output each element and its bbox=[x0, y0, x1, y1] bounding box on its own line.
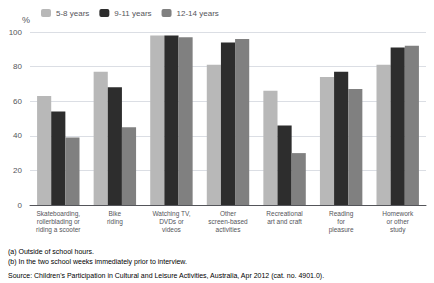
svg-text:screen-based: screen-based bbox=[208, 218, 248, 225]
svg-text:80: 80 bbox=[13, 62, 22, 71]
svg-text:20: 20 bbox=[13, 166, 22, 175]
svg-text:activities: activities bbox=[216, 226, 242, 233]
svg-text:art and craft: art and craft bbox=[267, 218, 302, 225]
svg-text:rollerblading or: rollerblading or bbox=[37, 218, 81, 226]
svg-text:Reading: Reading bbox=[329, 210, 354, 218]
svg-text:9-11 years: 9-11 years bbox=[114, 9, 151, 18]
svg-text:riding a scooter: riding a scooter bbox=[36, 226, 81, 234]
svg-text:12-14 years: 12-14 years bbox=[177, 9, 219, 18]
svg-text:100: 100 bbox=[9, 28, 23, 37]
svg-text:videos: videos bbox=[162, 226, 182, 233]
svg-text:riding: riding bbox=[107, 218, 123, 226]
svg-text:pleasure: pleasure bbox=[329, 226, 354, 234]
svg-text:Homework: Homework bbox=[382, 210, 414, 217]
svg-text:0: 0 bbox=[18, 201, 23, 210]
svg-text:Other: Other bbox=[220, 210, 237, 217]
svg-text:for: for bbox=[337, 218, 345, 225]
svg-text:Watching TV,: Watching TV, bbox=[152, 210, 190, 218]
svg-text:60: 60 bbox=[13, 97, 22, 106]
svg-text:Recreational: Recreational bbox=[266, 210, 303, 217]
svg-text:Skateboarding,: Skateboarding, bbox=[36, 210, 80, 218]
svg-text:Bike: Bike bbox=[109, 210, 122, 217]
svg-text:(a) Outside of school hours.: (a) Outside of school hours. bbox=[8, 248, 94, 256]
svg-text:40: 40 bbox=[13, 131, 22, 140]
svg-text:study: study bbox=[390, 226, 406, 234]
svg-text:Source: Children's Participati: Source: Children's Participation in Cult… bbox=[8, 272, 324, 280]
svg-text:DVDs or: DVDs or bbox=[159, 218, 184, 225]
svg-text:%: % bbox=[22, 15, 30, 25]
svg-text:5-8 years: 5-8 years bbox=[56, 9, 89, 18]
svg-text:(b) In the two school weeks im: (b) In the two school weeks immediately … bbox=[8, 258, 187, 266]
svg-text:or other: or other bbox=[387, 218, 410, 225]
